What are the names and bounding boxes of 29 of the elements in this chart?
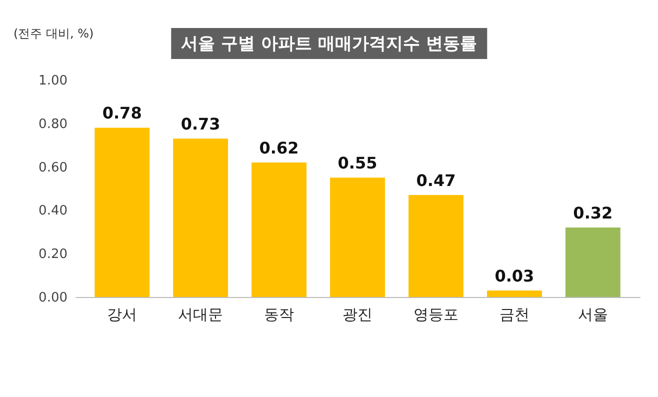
bar	[330, 178, 385, 297]
x-tick-label: 광진	[342, 306, 372, 324]
data-label: 0.55	[338, 154, 378, 173]
bar	[94, 128, 150, 297]
x-tick-label: 서대문	[178, 306, 224, 324]
data-label: 0.62	[259, 138, 299, 158]
data-label: 0.47	[416, 171, 456, 190]
data-label: 0.03	[494, 266, 534, 286]
y-tick-label: 0.20	[38, 247, 68, 262]
x-tick-label: 동작	[264, 306, 294, 324]
y-tick-label: 0.00	[38, 290, 68, 306]
x-tick-label: 금천	[499, 306, 530, 324]
x-tick-label: 서울	[578, 306, 608, 324]
data-label: 0.78	[102, 104, 142, 123]
bar	[173, 138, 228, 297]
bar	[486, 290, 542, 297]
x-tick-label: 영등포	[413, 306, 458, 324]
y-axis-title: (전주 대비, %)	[14, 26, 94, 40]
data-label: 0.73	[180, 114, 220, 134]
y-tick-label: 0.40	[38, 204, 68, 219]
x-tick-label: 강서	[107, 306, 138, 324]
bar	[252, 162, 306, 297]
chart-title: 서울 구별 아파트 매매가격지수 변동률	[171, 28, 487, 59]
y-tick-label: 1.00	[38, 74, 68, 88]
bar	[565, 228, 620, 297]
y-tick-label: 0.60	[38, 160, 68, 176]
y-tick-label: 0.80	[38, 116, 68, 132]
data-label: 0.32	[573, 204, 613, 223]
bar	[408, 195, 464, 297]
